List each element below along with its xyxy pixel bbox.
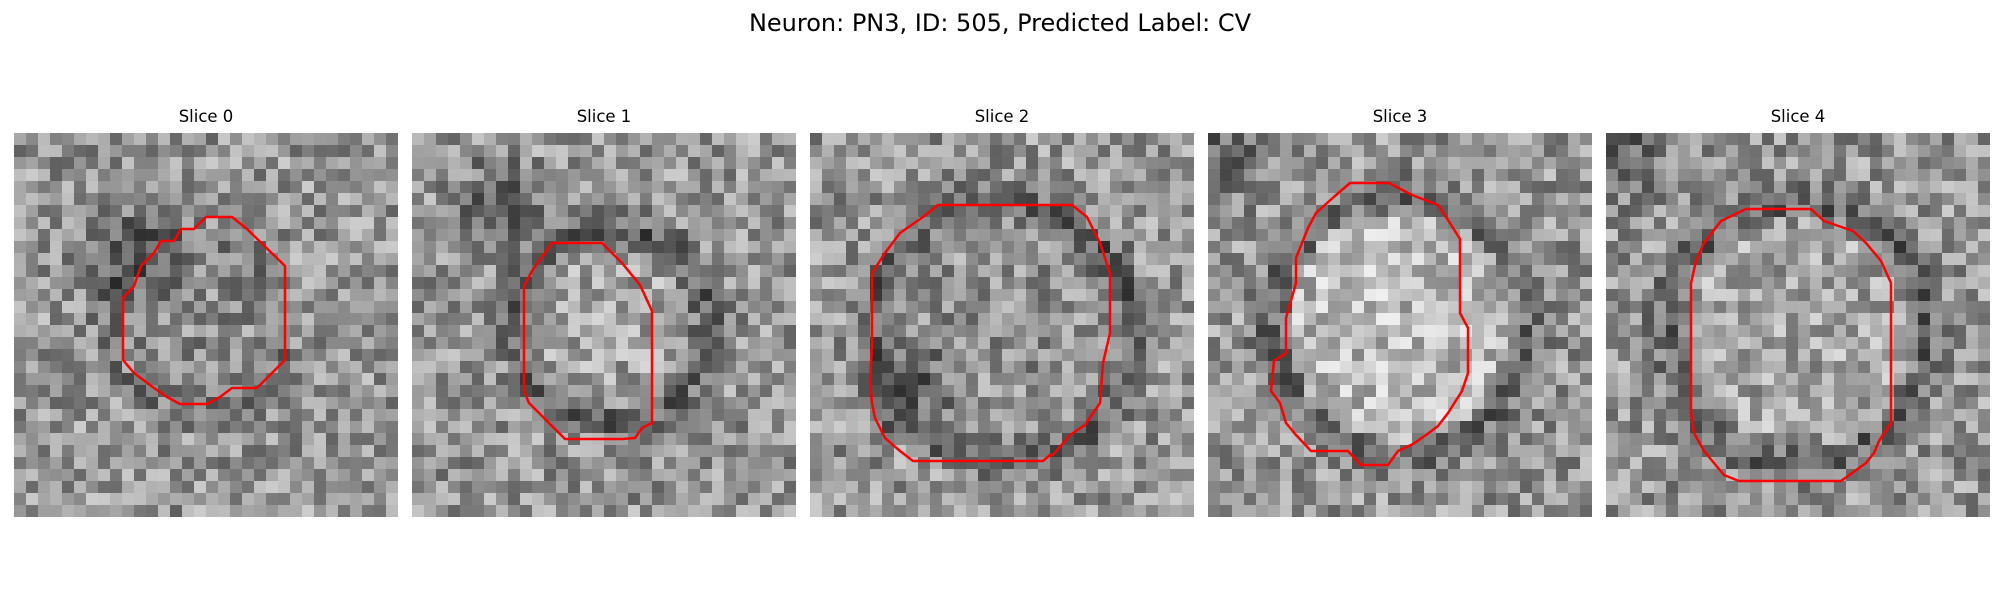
red-contour-outline	[121, 215, 287, 406]
slice-title: Slice 2	[974, 107, 1030, 126]
red-contour-outline	[868, 203, 1112, 463]
red-contour-outline	[522, 241, 654, 441]
slice-image-4	[1606, 133, 1990, 517]
slice-panel-3: Slice 3	[1208, 106, 1592, 517]
figure-title: Neuron: PN3, ID: 505, Predicted Label: C…	[748, 9, 1252, 37]
slice-title: Slice 1	[576, 107, 632, 126]
slice-image-2	[810, 133, 1194, 517]
red-contour-outline	[1689, 207, 1893, 483]
slice-panel-0: Slice 0	[14, 106, 398, 517]
slice-panel-4: Slice 4	[1606, 106, 1990, 517]
red-contour-outline	[1269, 181, 1470, 467]
slice-panel-2: Slice 2	[810, 106, 1194, 517]
slice-title: Slice 4	[1770, 107, 1826, 126]
slice-image-0	[14, 133, 398, 517]
slice-title: Slice 0	[178, 107, 234, 126]
slice-title: Slice 3	[1372, 107, 1428, 126]
slice-image-1	[412, 133, 796, 517]
slice-image-3	[1208, 133, 1592, 517]
slice-panel-1: Slice 1	[412, 106, 796, 517]
